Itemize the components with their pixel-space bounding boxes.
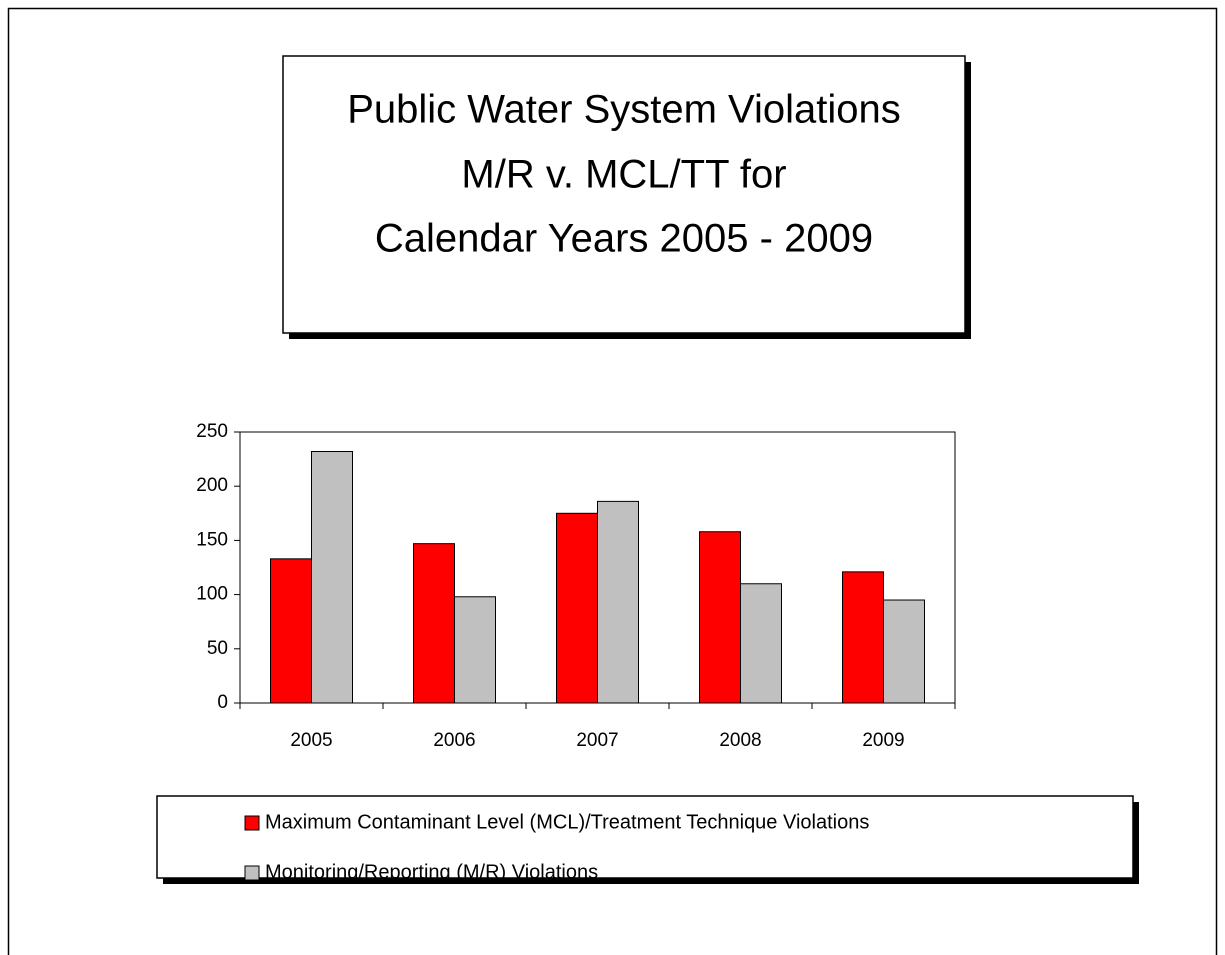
legend-label: Maximum Contaminant Level (MCL)/Treatmen… — [265, 811, 869, 833]
x-tick-label: 2009 — [862, 730, 904, 751]
bar — [556, 512, 598, 704]
y-tick-label: 150 — [196, 529, 228, 550]
title-box — [282, 55, 966, 334]
bar — [311, 451, 353, 704]
bar — [597, 500, 639, 704]
bar — [842, 571, 884, 704]
y-tick-label: 50 — [207, 638, 228, 659]
x-tick-label: 2005 — [290, 730, 332, 751]
y-tick-label: 0 — [217, 692, 228, 713]
y-tick-label: 100 — [196, 584, 228, 605]
bar — [413, 543, 455, 704]
bar — [270, 558, 312, 704]
bar — [699, 531, 741, 704]
legend-swatch — [244, 865, 260, 881]
x-tick-label: 2008 — [719, 730, 761, 751]
legend-label: Monitoring/Reporting (M/R) Violations — [265, 861, 598, 883]
chart-title: M/R v. MCL/TT for — [461, 153, 786, 197]
x-tick-label: 2007 — [576, 730, 618, 751]
bar — [883, 599, 925, 704]
bar — [454, 596, 496, 704]
y-tick-label: 200 — [196, 475, 228, 496]
x-tick-label: 2006 — [433, 730, 475, 751]
bar — [740, 583, 782, 704]
legend-box — [156, 795, 1134, 879]
y-tick-label: 250 — [196, 421, 228, 442]
chart-title: Public Water System Violations — [347, 88, 901, 132]
legend-swatch — [244, 815, 260, 831]
chart-title: Calendar Years 2005 - 2009 — [375, 217, 873, 261]
